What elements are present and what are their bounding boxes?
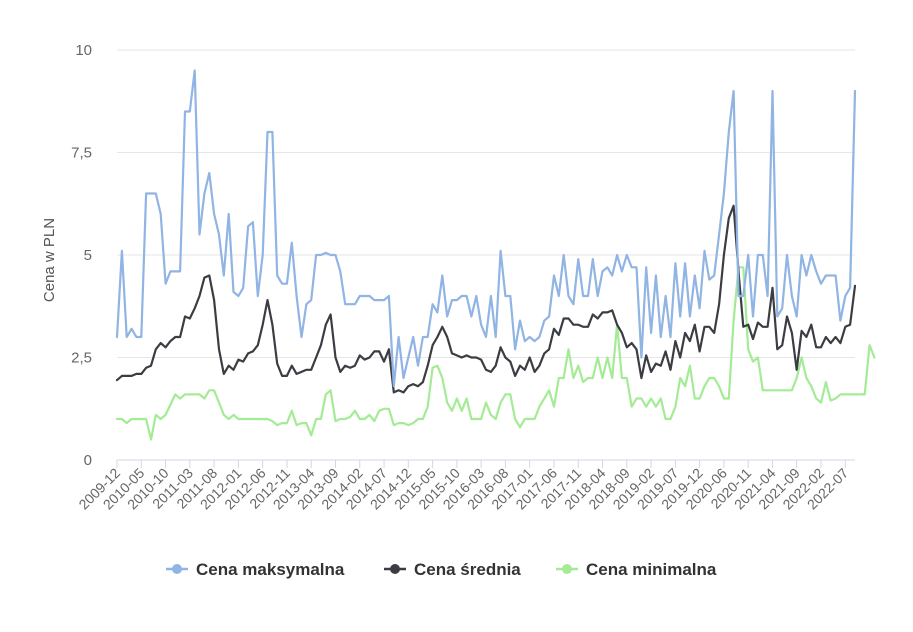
y-axis-title: Cena w PLN xyxy=(41,218,58,302)
series-line-2[interactable] xyxy=(115,266,876,441)
legend[interactable]: Cena maksymalna Cena średnia Cena minimaln… xyxy=(166,560,717,579)
legend-label: Cena minimalna xyxy=(586,560,717,579)
legend-marker xyxy=(562,564,572,574)
legend-marker xyxy=(172,564,182,574)
series-line-0[interactable] xyxy=(115,69,857,388)
legend-item-2[interactable]: Cena minimalna xyxy=(556,560,717,579)
legend-label: Cena średnia xyxy=(414,560,521,579)
legend-item-0[interactable]: Cena maksymalna xyxy=(166,560,345,579)
y-axis-ticks: 0 2,5 5 7,5 10 xyxy=(71,42,92,469)
y-tick-label: 10 xyxy=(75,42,92,59)
y-tick-label: 2,5 xyxy=(71,350,92,367)
legend-marker xyxy=(390,564,400,574)
y-tick-label: 5 xyxy=(84,247,92,264)
x-axis: 2009-122010-052010-102011-032011-082012-… xyxy=(75,459,855,512)
legend-label: Cena maksymalna xyxy=(196,560,345,579)
series-line-1[interactable] xyxy=(115,204,857,394)
y-tick-label: 7,5 xyxy=(71,145,92,162)
legend-item-1[interactable]: Cena średnia xyxy=(384,560,521,579)
grid-lines xyxy=(117,49,855,358)
series-lines xyxy=(115,69,876,441)
y-tick-label: 0 xyxy=(84,452,92,469)
